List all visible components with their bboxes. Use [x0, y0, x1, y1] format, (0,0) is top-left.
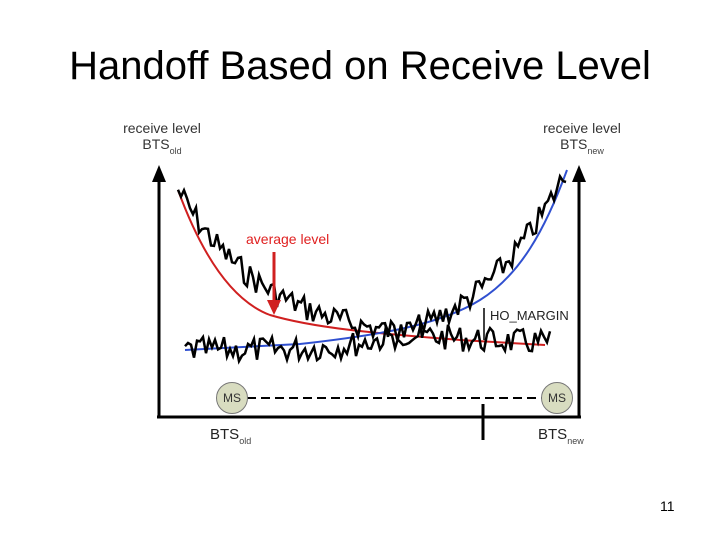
signal-new-bts [184, 173, 567, 365]
ms-left-badge: MS [216, 382, 248, 414]
left-axis-arrow [152, 165, 166, 182]
ho-margin-label: HO_MARGIN [490, 308, 569, 323]
bts-new-label: BTSnew [538, 426, 584, 446]
average-level-old-curve [177, 189, 546, 346]
average-level-label: average level [246, 231, 330, 247]
bts-old-label: BTSold [210, 426, 252, 446]
ms-right-badge: MS [541, 382, 573, 414]
page-number: 11 [660, 498, 675, 514]
right-axis-arrow [572, 165, 586, 182]
left-axis-label: receive level BTSold [123, 120, 201, 156]
average-level-arrowhead [267, 300, 281, 315]
signal-old-bts [176, 186, 552, 355]
slide-title: Handoff Based on Receive Level [69, 44, 651, 88]
right-axis-label: receive level BTSnew [543, 120, 621, 156]
